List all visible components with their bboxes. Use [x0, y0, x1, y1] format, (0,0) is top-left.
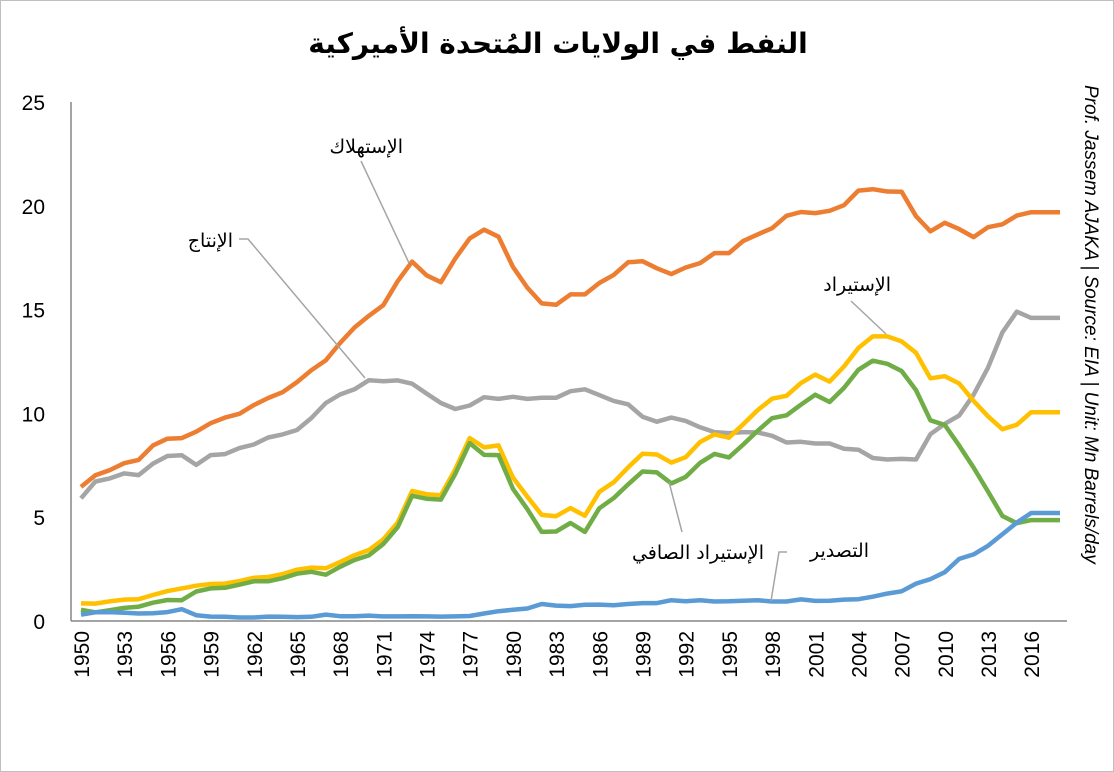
series-line-2: [80, 334, 1060, 606]
x-tick-label: 1971: [373, 631, 396, 678]
x-tick-label: 2001: [805, 631, 828, 678]
x-tick-label: 1968: [330, 631, 353, 678]
label-production: الإنتاج: [188, 230, 233, 252]
x-tick-label: 1989: [632, 631, 655, 678]
x-tick-label: 1959: [201, 631, 224, 678]
x-tick-label: 2010: [935, 631, 958, 678]
label-net-imports: الإستيراد الصافي: [632, 542, 764, 564]
x-tick-label: 1977: [460, 631, 483, 678]
y-tick-label: 25: [22, 92, 45, 115]
x-tick-label: 2004: [848, 631, 871, 678]
series-line-1: [79, 309, 1060, 500]
series-line-0: [79, 186, 1060, 489]
leader-line-imports: [850, 300, 887, 335]
leader-line-consumption: [360, 160, 410, 264]
x-tick-label: 1992: [676, 631, 699, 678]
x-tick-label: 2013: [978, 631, 1001, 678]
x-tick-label: 1962: [244, 631, 267, 678]
x-tick-label: 1953: [114, 631, 137, 678]
x-tick-label: 1950: [71, 631, 94, 678]
source-note: Prof. Jassem AJAKA | Source: EIA | Unit:…: [1080, 85, 1101, 565]
x-tick-label: 1956: [157, 631, 180, 678]
label-exports: التصدير: [809, 540, 869, 562]
chart-title: النفط في الولايات المُتحدة الأميركية: [308, 26, 808, 60]
series-line-3: [80, 358, 1060, 615]
x-tick-label: 2016: [1021, 631, 1044, 678]
x-tick-label: 1965: [287, 631, 310, 678]
x-tick-label: 1983: [546, 631, 569, 678]
x-tick-label: 1998: [762, 631, 785, 678]
series-line-4: [80, 510, 1060, 620]
x-tick-label: 1995: [719, 631, 742, 678]
y-tick-label: 5: [33, 507, 45, 530]
x-tick-label: 1980: [503, 631, 526, 678]
x-tick-label: 1986: [589, 631, 612, 678]
x-tick-label: 2007: [892, 631, 915, 678]
y-tick-label: 15: [22, 300, 45, 323]
leader-line-production: [239, 238, 366, 379]
leader-line-net-imports: [668, 481, 683, 533]
y-tick-label: 0: [33, 611, 45, 634]
label-imports: الإستيراد: [823, 274, 891, 296]
y-tick-label: 20: [22, 196, 45, 219]
leader-line-exports: [770, 551, 787, 602]
label-consumption: الإستهلاك: [329, 136, 403, 158]
y-tick-label: 10: [22, 403, 45, 426]
x-tick-label: 1974: [417, 631, 440, 678]
